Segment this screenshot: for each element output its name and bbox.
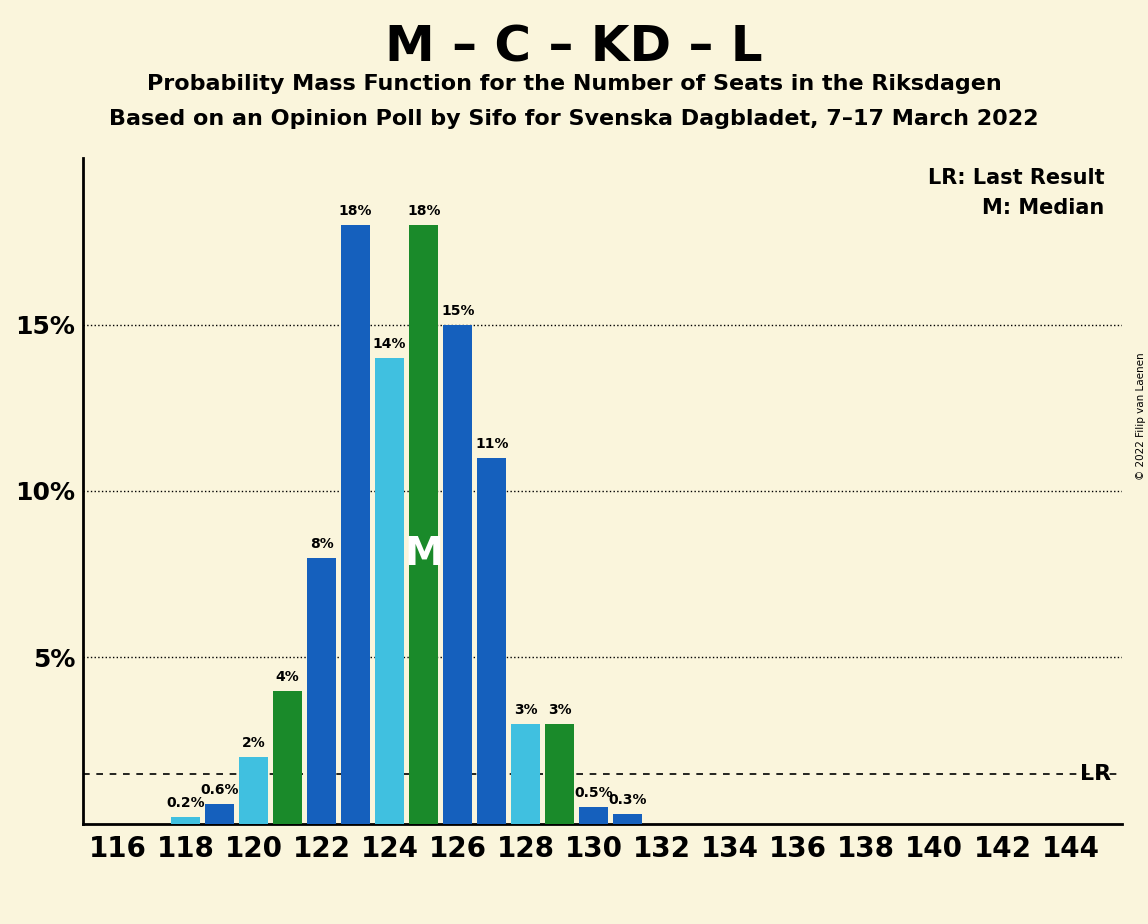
Text: 0.5%: 0.5% [575, 786, 613, 800]
Bar [308, 557, 336, 823]
Text: LR: Last Result: LR: Last Result [928, 168, 1104, 188]
Text: 4%: 4% [276, 670, 300, 684]
Text: 11%: 11% [475, 437, 509, 451]
Text: 8%: 8% [310, 537, 333, 551]
Text: Probability Mass Function for the Number of Seats in the Riksdagen: Probability Mass Function for the Number… [147, 74, 1001, 94]
Text: M: M [404, 535, 443, 573]
Text: M: Median: M: Median [983, 198, 1104, 218]
Bar [341, 225, 370, 823]
Bar [409, 225, 439, 823]
Bar [375, 358, 404, 823]
Bar [239, 757, 267, 823]
Bar [580, 807, 608, 823]
Bar [613, 814, 643, 823]
Bar [511, 723, 541, 823]
Bar [273, 690, 302, 823]
Text: 3%: 3% [548, 703, 572, 717]
Text: LR: LR [1080, 764, 1111, 784]
Text: © 2022 Filip van Laenen: © 2022 Filip van Laenen [1137, 352, 1146, 480]
Text: 0.3%: 0.3% [608, 793, 647, 807]
Bar [171, 817, 200, 823]
Bar [443, 324, 472, 823]
Bar [205, 804, 234, 823]
Text: 14%: 14% [373, 337, 406, 351]
Text: 18%: 18% [339, 204, 372, 218]
Text: 0.6%: 0.6% [200, 783, 239, 797]
Text: 3%: 3% [514, 703, 537, 717]
Text: M – C – KD – L: M – C – KD – L [386, 23, 762, 71]
Bar [478, 457, 506, 823]
Text: 0.2%: 0.2% [166, 796, 204, 810]
Text: 15%: 15% [441, 304, 474, 318]
Text: Based on an Opinion Poll by Sifo for Svenska Dagbladet, 7–17 March 2022: Based on an Opinion Poll by Sifo for Sve… [109, 109, 1039, 129]
Bar [545, 723, 574, 823]
Text: 18%: 18% [408, 204, 441, 218]
Text: 2%: 2% [241, 736, 265, 750]
